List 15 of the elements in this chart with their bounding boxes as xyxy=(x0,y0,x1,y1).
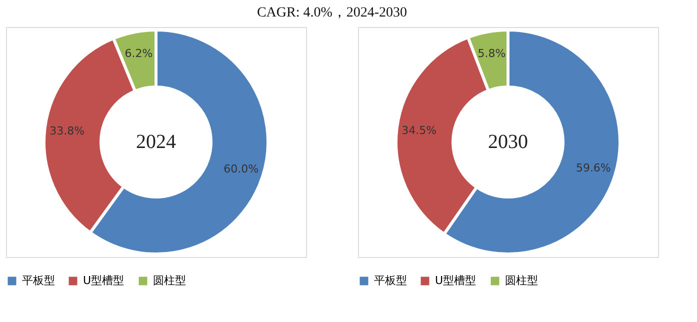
data-label: 60.0% xyxy=(224,162,259,176)
data-label: 34.5% xyxy=(402,124,437,138)
text: 2030 xyxy=(488,131,528,153)
data-label: 6.2% xyxy=(124,47,153,60)
data-label: 59.6% xyxy=(576,162,611,175)
legend-label: 平板型 xyxy=(374,274,407,287)
legend-label: 圆柱型 xyxy=(153,274,186,287)
data-label: 33.8% xyxy=(50,124,85,138)
legend-label: U型槽型 xyxy=(83,274,124,287)
legend-label: U型槽型 xyxy=(435,274,476,287)
text: CAGR: 4.0%，2024-2030 xyxy=(256,6,408,20)
legend-label: 平板型 xyxy=(22,274,55,287)
legend-label: 圆柱型 xyxy=(505,274,538,287)
text: 2024 xyxy=(136,131,176,153)
data-label: 5.8% xyxy=(478,46,506,60)
